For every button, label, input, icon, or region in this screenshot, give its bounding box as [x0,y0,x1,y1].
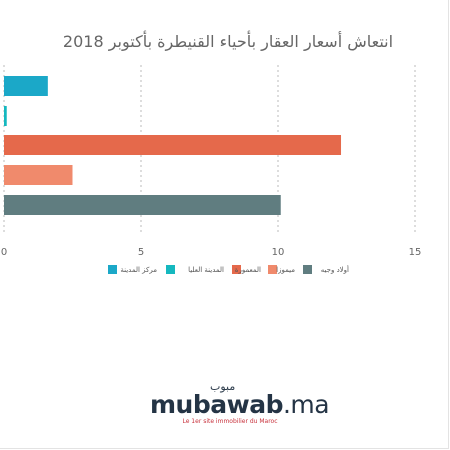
logo-word: mubawab [150,390,283,419]
bar-4[interactable] [4,165,73,185]
legend-swatch [166,265,175,274]
legend-item-5[interactable]: أولاد وجيه [303,265,349,274]
bar-3[interactable] [4,135,342,155]
legend-item-4[interactable]: ميموزا [268,265,295,274]
legend-label: المعمورة [235,266,261,274]
legend-item-1[interactable]: مركز المدينة [108,265,157,274]
x-axis-ticks: 0 5 10 15 [1,247,422,258]
legend-label: مركز المدينة [120,266,157,274]
bars [4,76,342,215]
legend-swatch [268,265,277,274]
legend[interactable]: مركز المدينة المدينة العليا المعمورة ميموزا… [108,265,349,274]
x-tick-label: 0 [1,247,7,258]
legend-item-2[interactable]: المدينة العليا [166,265,224,274]
x-tick-label: 15 [409,247,422,258]
legend-label: المدينة العليا [188,266,224,274]
logo-extension: .ma [282,390,330,419]
bar-chart: انتعاش أسعار العقار بأحياء القنيطرة بأكت… [1,30,422,274]
logo-tagline: Le 1er site immobilier du Maroc [182,418,278,425]
legend-label: ميموزا [276,266,295,274]
legend-swatch [303,265,312,274]
bar-1[interactable] [4,76,48,96]
x-tick-label: 5 [138,247,144,258]
legend-item-3[interactable]: المعمورة [232,265,261,274]
legend-swatch [108,265,117,274]
mubawab-logo: mubawab.ma [150,390,330,419]
logo-arabic-text: مبوب [210,380,236,393]
x-tick-label: 10 [272,247,285,258]
legend-swatch [232,265,241,274]
bar-2[interactable] [4,106,7,126]
bar-5[interactable] [4,195,281,215]
legend-label: أولاد وجيه [321,265,349,274]
chart-title: انتعاش أسعار العقار بأحياء القنيطرة بأكت… [63,30,393,52]
